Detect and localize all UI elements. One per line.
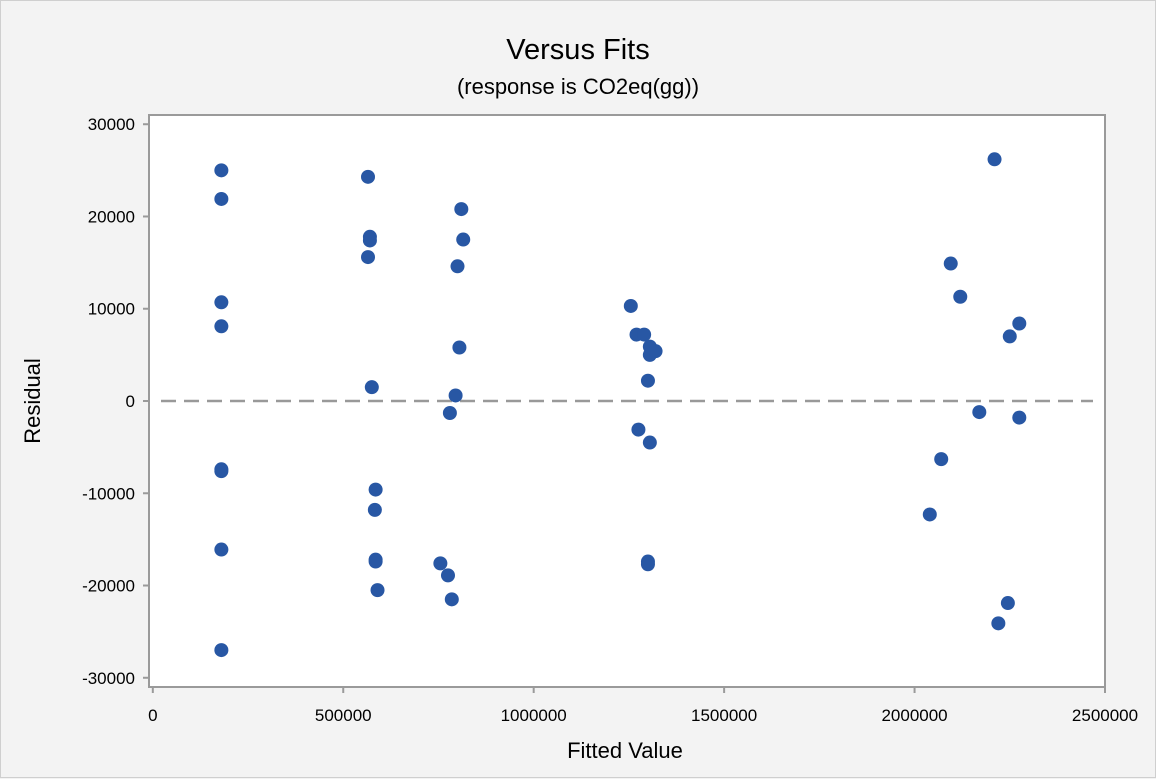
data-point [448, 388, 463, 403]
x-axis-label: Fitted Value [567, 738, 683, 763]
data-point [991, 616, 1006, 631]
data-point [450, 259, 465, 274]
x-tick-label: 2000000 [881, 706, 947, 725]
data-point [361, 250, 376, 265]
data-point [364, 380, 379, 395]
y-tick-label: 30000 [88, 115, 135, 134]
data-point [1012, 410, 1027, 425]
data-point [1002, 329, 1017, 344]
data-point [631, 422, 646, 437]
data-point [922, 507, 937, 522]
y-tick-label: -20000 [82, 577, 135, 596]
data-point [642, 435, 657, 450]
data-point [442, 405, 457, 420]
chart-title: Versus Fits [506, 34, 649, 66]
data-point [440, 568, 455, 583]
y-tick-label: -10000 [82, 484, 135, 503]
data-points [214, 152, 1027, 658]
data-point [368, 554, 383, 569]
data-point [987, 152, 1002, 167]
y-tick-label: -30000 [82, 669, 135, 688]
data-point [943, 256, 958, 271]
y-axis: -30000 -20000 -10000 0 10000 20000 30000 [82, 115, 149, 688]
data-point [972, 405, 987, 420]
data-point [640, 373, 655, 388]
data-point [444, 592, 459, 607]
x-tick-label: 500000 [315, 706, 372, 725]
y-tick-label: 10000 [88, 300, 135, 319]
x-tick-label: 2500000 [1072, 706, 1138, 725]
data-point [214, 295, 229, 310]
data-point [214, 191, 229, 206]
data-point [934, 452, 949, 467]
x-tick-label: 0 [148, 706, 157, 725]
data-point [1000, 596, 1015, 611]
x-axis: 0 500000 1000000 1500000 2000000 2500000 [148, 687, 1138, 725]
data-point [367, 502, 382, 517]
data-point [368, 482, 383, 497]
data-point [214, 319, 229, 334]
x-tick-label: 1500000 [691, 706, 757, 725]
y-axis-label: Residual [20, 358, 45, 444]
data-point [361, 169, 376, 184]
data-point [214, 163, 229, 178]
data-point [623, 298, 638, 313]
data-point [214, 643, 229, 658]
x-tick-label: 1000000 [501, 706, 567, 725]
data-point [456, 232, 471, 247]
data-point [214, 464, 229, 479]
data-point [454, 202, 469, 217]
data-point [370, 583, 385, 598]
data-point [640, 557, 655, 572]
data-point [362, 233, 377, 248]
data-point [433, 556, 448, 571]
chart-subtitle: (response is CO2eq(gg)) [457, 74, 699, 99]
data-point [452, 340, 467, 355]
y-tick-label: 20000 [88, 207, 135, 226]
data-point [1012, 316, 1027, 331]
y-tick-label: 0 [126, 392, 135, 411]
data-point [648, 344, 663, 359]
data-point [214, 542, 229, 557]
data-point [953, 289, 968, 304]
data-point [637, 327, 652, 342]
